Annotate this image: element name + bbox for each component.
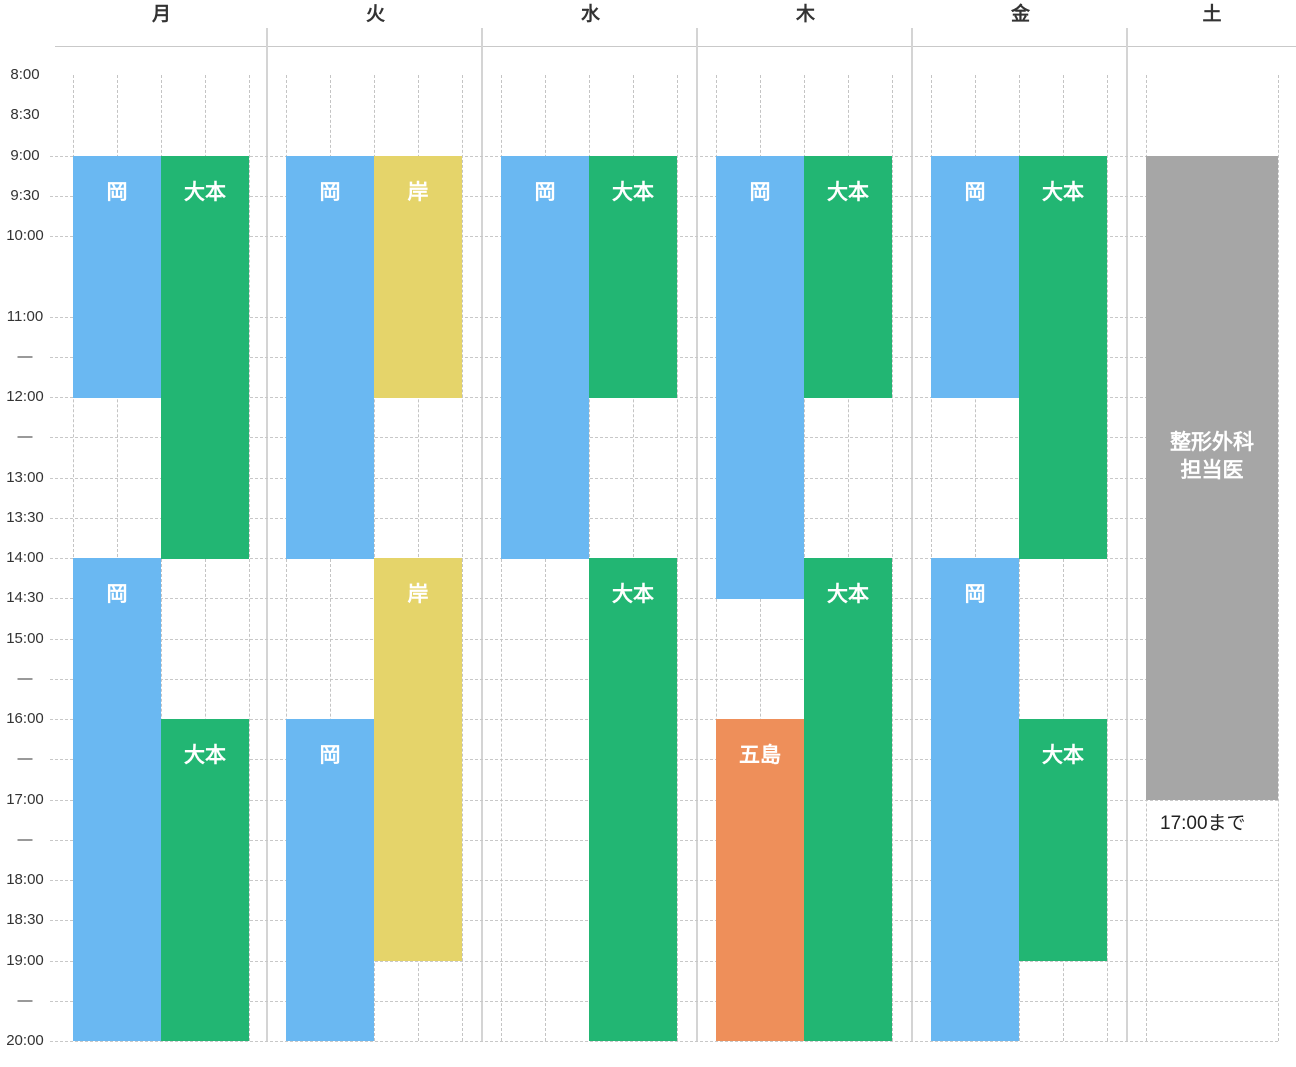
time-label: 11:00 [6, 308, 44, 325]
column-separator [481, 28, 483, 1041]
time-label: 17:00 [6, 791, 44, 808]
schedule-block[interactable]: 大本 [589, 156, 677, 398]
orthopedics-label: 担当医 [1180, 458, 1244, 482]
schedule-block[interactable]: 岸 [374, 156, 462, 398]
doctor-name: 大本 [612, 582, 654, 606]
vertical-gridline [1278, 75, 1279, 1041]
day-header-2: 水 [580, 3, 600, 25]
doctor-name: 岸 [407, 582, 429, 606]
doctor-name: 大本 [1042, 180, 1084, 204]
doctor-name: 大本 [827, 180, 869, 204]
time-label: 18:00 [6, 871, 44, 888]
schedule-block[interactable]: 岡 [286, 719, 374, 1041]
time-label: 10:00 [6, 227, 44, 244]
column-separator [1126, 28, 1128, 1041]
vertical-gridline [677, 75, 678, 1041]
time-label: 12:00 [6, 388, 44, 405]
schedule-block[interactable]: 岡 [931, 558, 1019, 1041]
schedule-block[interactable]: 大本 [1019, 719, 1107, 961]
doctor-name: 岡 [106, 180, 128, 204]
time-label: — [17, 670, 33, 687]
time-label: 9:30 [10, 187, 40, 204]
time-label: 8:30 [10, 106, 40, 123]
day-header-1: 火 [365, 3, 385, 25]
doctor-name: 五島 [739, 743, 781, 767]
doctor-name: 大本 [184, 180, 226, 204]
time-label: 13:30 [6, 509, 44, 526]
doctor-name: 大本 [827, 582, 869, 606]
time-label: 15:00 [6, 630, 44, 647]
time-label: — [17, 348, 33, 365]
doctor-name: 岡 [534, 180, 556, 204]
schedule-block[interactable]: 岡 [73, 156, 161, 398]
doctor-name: 岡 [964, 582, 986, 606]
doctor-name: 岡 [749, 180, 771, 204]
time-label: 8:00 [10, 66, 40, 83]
time-label: 20:00 [6, 1032, 44, 1049]
vertical-gridline [1107, 75, 1108, 1041]
schedule-block[interactable]: 五島 [716, 719, 804, 1041]
doctor-name: 大本 [1042, 743, 1084, 767]
time-label: 13:00 [6, 469, 44, 486]
doctor-name: 大本 [612, 180, 654, 204]
gridline [50, 1041, 1278, 1042]
column-separator [266, 28, 268, 1041]
gridline [50, 478, 1278, 479]
time-label: — [17, 750, 33, 767]
doctor-name: 岸 [407, 180, 429, 204]
schedule-block[interactable]: 岡 [931, 156, 1019, 398]
day-header-4: 金 [1010, 3, 1030, 25]
vertical-gridline [892, 75, 893, 1041]
day-header-0: 月 [151, 3, 171, 25]
orthopedics-block[interactable]: 整形外科 担当医 [1146, 156, 1278, 800]
schedule-block[interactable]: 大本 [589, 558, 677, 1041]
saturday-end-note: 17:00まで [1160, 813, 1246, 834]
schedule-block[interactable]: 大本 [161, 719, 249, 1041]
time-label: 19:00 [6, 952, 44, 969]
schedule-block[interactable]: 大本 [1019, 156, 1107, 559]
time-label: — [17, 428, 33, 445]
schedule-block[interactable]: 岸 [374, 558, 462, 961]
doctor-name: 岡 [319, 743, 341, 767]
gridline [50, 437, 1278, 438]
schedule-block[interactable]: 大本 [161, 156, 249, 559]
column-separator [911, 28, 913, 1041]
vertical-gridline [462, 75, 463, 1041]
schedule-block[interactable]: 大本 [804, 156, 892, 398]
schedule-block[interactable]: 岡 [286, 156, 374, 559]
doctor-name: 大本 [184, 743, 226, 767]
time-label: 14:00 [6, 549, 44, 566]
doctor-name: 岡 [964, 180, 986, 204]
schedule-block[interactable]: 岡 [501, 156, 589, 559]
column-separator [696, 28, 698, 1041]
time-label: 16:00 [6, 710, 44, 727]
time-label: — [17, 831, 33, 848]
day-header-3: 木 [795, 3, 815, 25]
gridline [50, 518, 1278, 519]
orthopedics-label: 整形外科 [1170, 430, 1254, 454]
vertical-gridline [249, 75, 250, 1041]
schedule-block[interactable]: 岡 [73, 558, 161, 1041]
schedule-block[interactable]: 岡 [716, 156, 804, 599]
day-header-5: 土 [1202, 3, 1222, 25]
doctor-name: 岡 [106, 582, 128, 606]
time-label: 14:30 [6, 589, 44, 606]
time-label: 9:00 [10, 147, 40, 164]
time-label: — [17, 992, 33, 1009]
header-divider [55, 46, 1296, 47]
schedule-block[interactable]: 大本 [804, 558, 892, 1041]
doctor-name: 岡 [319, 180, 341, 204]
time-label: 18:30 [6, 911, 44, 928]
